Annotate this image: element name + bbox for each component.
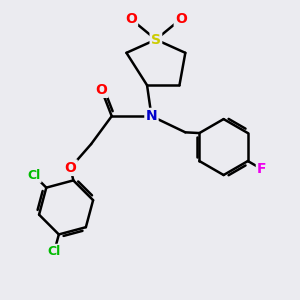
Text: Cl: Cl <box>48 245 61 258</box>
Text: F: F <box>257 162 267 176</box>
Text: O: O <box>125 12 137 26</box>
Text: O: O <box>175 12 187 26</box>
Text: O: O <box>95 82 107 97</box>
Text: O: O <box>64 161 76 175</box>
Text: N: N <box>146 109 157 123</box>
Text: S: S <box>151 33 161 46</box>
Text: Cl: Cl <box>27 169 40 182</box>
